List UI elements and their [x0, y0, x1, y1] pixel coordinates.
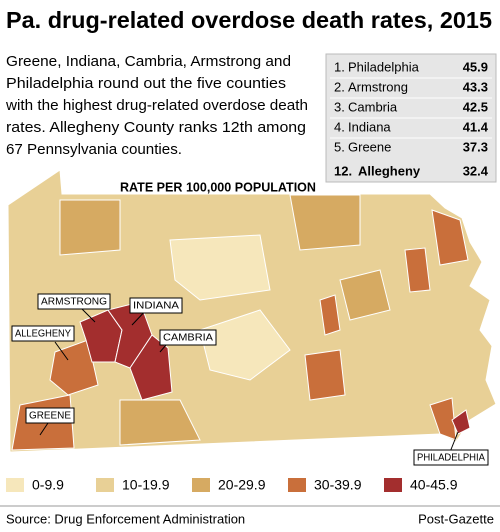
description-line: with the highest drug-related overdose d…: [5, 97, 308, 114]
legend-label: 30-39.9: [314, 477, 362, 493]
legend-label: 40-45.9: [410, 477, 458, 493]
rank: 1.: [334, 59, 345, 74]
callout-box: [25, 407, 75, 424]
rank: 3.: [334, 99, 345, 114]
callout: CAMBRIA: [159, 329, 217, 346]
callout-line: [449, 431, 459, 453]
county-name: Armstrong: [348, 79, 408, 94]
legend-swatch: [192, 478, 210, 492]
legend-swatch: [96, 478, 114, 492]
source: Source: Drug Enforcement Administration: [6, 511, 245, 526]
credit: Post-Gazette: [418, 511, 494, 526]
rate: 42.5: [463, 99, 488, 114]
rank: 12.: [334, 163, 352, 178]
callout-label: CAMBRIA: [163, 333, 213, 344]
callout: GREENE: [25, 407, 75, 424]
county: [404, 247, 431, 293]
rank: 2.: [334, 79, 345, 94]
callout-box: [129, 297, 183, 314]
map: [7, 169, 497, 453]
county-philadelphia: [451, 409, 471, 435]
county-name: Philadelphia: [348, 59, 420, 74]
rank: 4.: [334, 119, 345, 134]
legend-swatch: [288, 478, 306, 492]
county-name: Indiana: [348, 119, 391, 134]
callout-label: GREENE: [29, 411, 71, 422]
rate: 37.3: [463, 139, 488, 154]
callout: ARMSTRONG: [37, 293, 111, 310]
state-outline: [7, 169, 497, 453]
county: [59, 199, 121, 256]
callout: INDIANA: [129, 297, 183, 314]
callout-label: INDIANA: [133, 301, 179, 312]
callout-box: [413, 449, 489, 466]
rate: 32.4: [463, 163, 489, 178]
county: [169, 234, 271, 301]
callout: PHILADELPHIA: [413, 449, 489, 466]
county: [304, 349, 346, 401]
rate: 41.4: [463, 119, 489, 134]
callout-box: [159, 329, 217, 346]
legend-label: 20-29.9: [218, 477, 266, 493]
legend-swatch: [384, 478, 402, 492]
callout-label: ARMSTRONG: [41, 297, 107, 308]
rate: 45.9: [463, 59, 488, 74]
county-allegheny: [49, 339, 99, 396]
callout-box: [11, 325, 75, 342]
callout-line: [54, 341, 69, 361]
rate: 43.3: [463, 79, 488, 94]
callout-label: ALLEGHENY: [15, 329, 71, 340]
title: Pa. drug-related overdose death rates, 2…: [6, 7, 492, 33]
callout: ALLEGHENY: [11, 325, 75, 342]
description-line: Greene, Indiana, Cambria, Armstrong and: [6, 53, 291, 70]
legend-label: 10-19.9: [122, 477, 170, 493]
county-name: Greene: [348, 139, 391, 154]
callout-box: [37, 293, 111, 310]
map-title: RATE PER 100,000 POPULATION: [120, 179, 316, 194]
county: [119, 399, 201, 446]
description-line: Philadelphia round out the five counties: [6, 75, 286, 92]
rank: 5.: [334, 139, 345, 154]
county: [429, 397, 457, 441]
callout-label: PHILADELPHIA: [417, 453, 485, 464]
description-line: rates. Allegheny County ranks 12th among: [6, 119, 306, 136]
legend-swatch: [6, 478, 24, 492]
county: [319, 294, 341, 336]
legend-label: 0-9.9: [32, 477, 64, 493]
county: [431, 209, 469, 266]
county: [199, 309, 291, 381]
description-line: 67 Pennsylvania counties.: [6, 141, 182, 158]
county: [289, 194, 361, 251]
county: [339, 269, 391, 321]
county-name: Allegheny: [358, 163, 421, 178]
county-cambria: [129, 334, 173, 401]
county-name: Cambria: [348, 99, 398, 114]
